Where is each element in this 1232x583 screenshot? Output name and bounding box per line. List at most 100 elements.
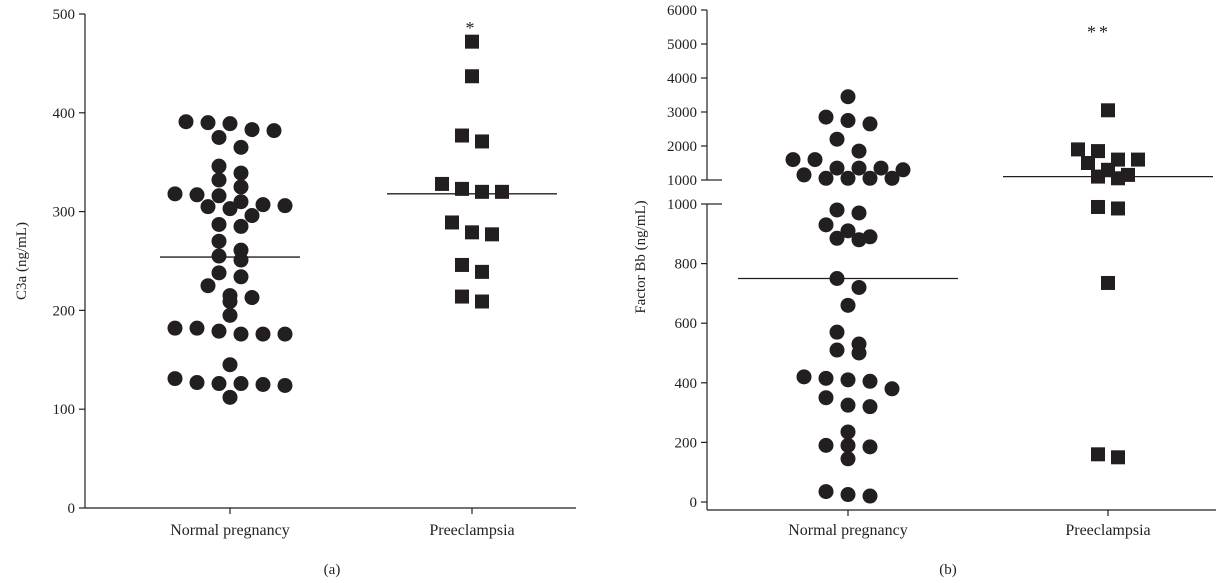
data-point-circle — [851, 279, 867, 295]
data-point-circle — [818, 370, 834, 386]
y-tick-label: 0 — [68, 501, 76, 517]
data-point-circle — [233, 269, 249, 285]
data-point-circle — [200, 278, 216, 294]
data-point-circle — [851, 143, 867, 159]
x-category-label: Preeclampsia — [1065, 522, 1150, 539]
data-point-square — [1111, 171, 1125, 186]
data-point-square — [435, 176, 449, 191]
data-point-circle — [222, 307, 238, 323]
data-point-circle — [840, 297, 856, 313]
data-point-circle — [211, 188, 227, 204]
data-point-circle — [862, 488, 878, 504]
y-axis-title: Factor Bb (ng/mL) — [633, 200, 649, 313]
data-point-circle — [178, 114, 194, 130]
y-tick-label: 200 — [675, 435, 698, 451]
data-point-circle — [840, 223, 856, 239]
y-tick-label: 800 — [675, 257, 698, 273]
data-point-square — [1111, 450, 1125, 465]
data-point-circle — [862, 373, 878, 389]
data-point-square — [1131, 152, 1145, 167]
data-point-circle — [233, 218, 249, 234]
data-point-circle — [167, 186, 183, 202]
data-point-square — [455, 128, 469, 143]
data-point-circle — [840, 451, 856, 467]
data-point-square — [475, 294, 489, 309]
data-point-circle — [244, 290, 260, 306]
data-point-circle — [862, 170, 878, 186]
data-point-circle — [211, 216, 227, 232]
y-tick-label: 400 — [53, 106, 76, 122]
data-point-circle — [167, 371, 183, 387]
y-tick-label: 3000 — [667, 105, 697, 121]
data-point-circle — [840, 170, 856, 186]
data-point-circle — [277, 377, 293, 393]
data-point-circle — [222, 201, 238, 217]
data-point-circle — [840, 424, 856, 440]
y-tick-label: 0 — [690, 495, 698, 511]
data-point-square — [445, 215, 459, 230]
data-point-square — [475, 134, 489, 149]
data-point-square — [1081, 156, 1095, 170]
significance-marker: * — [466, 18, 475, 38]
data-point-circle — [211, 265, 227, 281]
y-tick-label: 2000 — [667, 139, 697, 155]
data-point-circle — [829, 324, 845, 340]
data-point-circle — [233, 252, 249, 268]
data-point-square — [455, 257, 469, 272]
data-point-circle — [884, 381, 900, 397]
data-point-circle — [851, 205, 867, 221]
data-point-circle — [277, 326, 293, 342]
y-axis-title: C3a (ng/mL) — [14, 222, 30, 300]
data-point-circle — [818, 109, 834, 125]
data-point-circle — [829, 342, 845, 358]
data-point-circle — [277, 198, 293, 214]
data-point-square — [1091, 447, 1105, 462]
y-tick-label: 100 — [53, 402, 76, 418]
data-point-square — [1091, 144, 1105, 159]
data-point-square — [1101, 103, 1115, 118]
data-point-square — [1101, 275, 1115, 290]
data-point-circle — [189, 187, 205, 203]
data-point-square — [455, 181, 469, 196]
data-point-circle — [255, 197, 271, 213]
data-point-circle — [873, 160, 889, 176]
data-point-circle — [829, 131, 845, 147]
data-point-circle — [829, 202, 845, 218]
data-point-circle — [189, 375, 205, 391]
y-tick-label: 5000 — [667, 37, 697, 53]
data-point-circle — [244, 208, 260, 224]
x-category-label: Normal pregnancy — [788, 522, 908, 539]
data-point-circle — [862, 439, 878, 455]
data-point-circle — [840, 487, 856, 503]
data-point-square — [1071, 142, 1085, 157]
data-point-circle — [840, 397, 856, 413]
data-point-circle — [862, 399, 878, 415]
data-point-circle — [233, 194, 249, 210]
y-tick-label: 500 — [53, 7, 76, 23]
y-tick-label: 1000 — [667, 197, 697, 213]
y-tick-label: 600 — [675, 316, 698, 332]
data-point-circle — [222, 116, 238, 132]
data-point-circle — [211, 233, 227, 249]
data-point-circle — [851, 345, 867, 361]
data-point-circle — [851, 160, 867, 176]
data-point-circle — [211, 248, 227, 264]
x-category-label: Normal pregnancy — [170, 522, 290, 539]
data-point-circle — [785, 152, 801, 168]
data-point-circle — [851, 232, 867, 248]
data-point-square — [485, 227, 499, 242]
y-tick-label: 400 — [675, 376, 698, 392]
data-point-square — [455, 289, 469, 304]
data-point-circle — [818, 217, 834, 233]
data-point-circle — [796, 167, 812, 183]
data-point-circle — [211, 130, 227, 145]
y-tick-label: 1000 — [667, 173, 697, 189]
data-point-circle — [222, 357, 238, 373]
data-point-circle — [895, 162, 911, 178]
data-point-circle — [211, 158, 227, 174]
data-point-circle — [233, 326, 249, 342]
data-point-square — [475, 264, 489, 279]
data-point-circle — [796, 369, 812, 385]
data-point-circle — [255, 377, 271, 392]
significance-marker: ** — [1087, 22, 1111, 42]
